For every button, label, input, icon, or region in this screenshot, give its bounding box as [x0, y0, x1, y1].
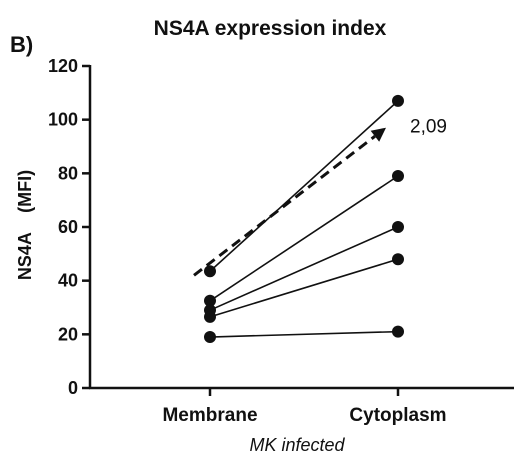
trend-annotation: 2,09	[410, 117, 447, 138]
data-point	[204, 265, 216, 278]
paired-line	[209, 226, 399, 311]
y-tick-label: 20	[58, 324, 78, 344]
x-axis-label: MK infected	[249, 435, 345, 455]
panel-label: B)	[10, 32, 33, 57]
y-tick-label: 80	[58, 163, 78, 183]
data-point	[392, 94, 404, 107]
x-tick-label: Membrane	[162, 405, 257, 426]
data-point	[204, 331, 216, 344]
data-point	[204, 294, 216, 307]
trend-arrow-line	[193, 135, 376, 277]
trend-arrow-head	[370, 127, 386, 142]
data-point	[392, 221, 404, 233]
y-tick-label: 40	[58, 271, 78, 291]
y-axis-label: NS4A (MFI)	[15, 170, 35, 280]
chart-title: NS4A expression index	[154, 17, 387, 40]
x-tick-label: Cytoplasm	[349, 405, 446, 426]
data-point	[204, 310, 216, 323]
y-tick-label: 0	[68, 378, 78, 398]
y-tick-label: 120	[48, 56, 78, 76]
data-point	[392, 325, 404, 338]
paired-line	[209, 330, 399, 338]
paired-line	[209, 175, 399, 302]
data-point	[392, 253, 404, 266]
paired-line	[209, 100, 399, 272]
y-tick-label: 100	[48, 110, 78, 130]
paired-line	[209, 258, 399, 318]
y-tick-label: 60	[58, 217, 78, 237]
data-point	[392, 170, 404, 183]
